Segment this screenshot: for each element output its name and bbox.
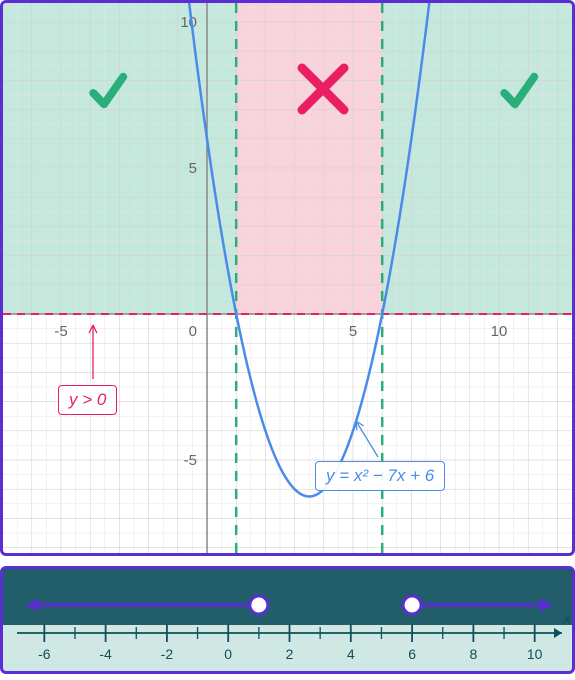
solution-number-line: -6 -4 -2 0 2 4 6 8 10 x <box>0 566 575 674</box>
svg-text:8: 8 <box>469 646 477 662</box>
equation-label: y = x² − 7x + 6 <box>315 461 445 491</box>
numberline-canvas: -6 -4 -2 0 2 4 6 8 10 x <box>3 569 572 671</box>
svg-text:5: 5 <box>349 323 357 340</box>
svg-text:-5: -5 <box>184 452 197 469</box>
svg-text:2: 2 <box>286 646 294 662</box>
svg-text:4: 4 <box>347 646 355 662</box>
svg-text:-4: -4 <box>99 646 112 662</box>
svg-text:10: 10 <box>180 14 197 31</box>
svg-text:-6: -6 <box>38 646 51 662</box>
chart-canvas: -5510-10-5510150 <box>3 3 572 553</box>
svg-text:10: 10 <box>491 323 508 340</box>
svg-text:-5: -5 <box>54 323 67 340</box>
svg-text:5: 5 <box>189 160 197 177</box>
svg-text:x: x <box>563 611 571 626</box>
svg-text:0: 0 <box>189 323 197 340</box>
y-greater-than-zero-label: y > 0 <box>58 385 117 415</box>
svg-text:6: 6 <box>408 646 416 662</box>
inequality-graph: -5510-10-5510150 y > 0 y = x² − 7x + 6 <box>0 0 575 556</box>
svg-text:0: 0 <box>224 646 232 662</box>
svg-text:-2: -2 <box>161 646 174 662</box>
svg-text:10: 10 <box>527 646 543 662</box>
